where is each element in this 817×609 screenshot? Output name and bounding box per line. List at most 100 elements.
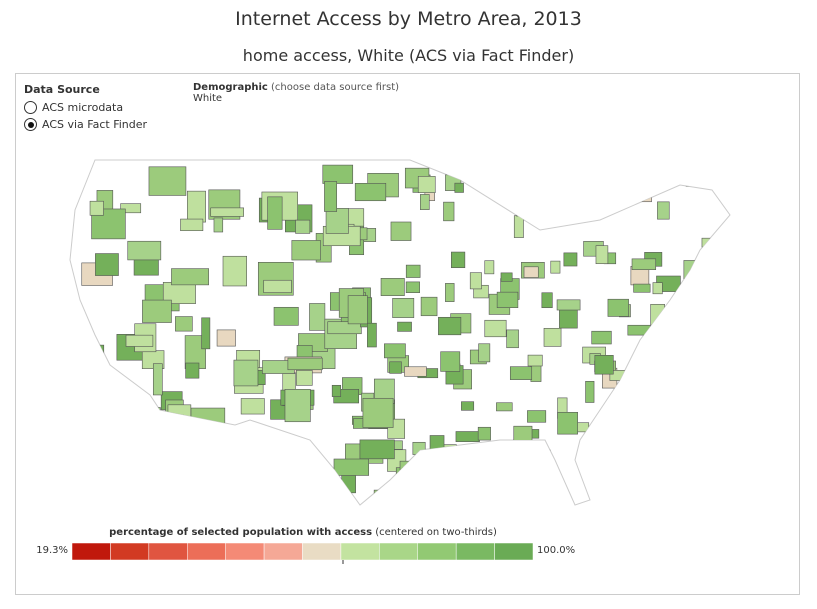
metro-area <box>556 299 581 311</box>
metro-area <box>500 272 513 282</box>
metro-area <box>380 278 405 296</box>
metro-area <box>166 492 177 505</box>
metro-area <box>136 407 161 442</box>
metro-area <box>657 383 676 397</box>
metro-area <box>484 260 495 275</box>
metro-area <box>451 251 466 269</box>
metro-area <box>704 312 723 331</box>
radio[interactable] <box>24 101 37 114</box>
control-value[interactable]: White <box>193 93 223 104</box>
metro-area <box>454 182 464 193</box>
metro-area <box>584 186 599 203</box>
legend-swatch <box>110 542 150 561</box>
data-source-control: Data Source ACS microdata ACS via Fact F… <box>24 83 147 133</box>
metro-area <box>87 411 117 440</box>
metro-area <box>127 240 162 261</box>
legend-swatch <box>71 542 111 561</box>
metro-area <box>622 376 644 396</box>
metro-area <box>272 473 304 500</box>
metro-area <box>440 351 461 372</box>
metro-area <box>309 303 326 331</box>
metro-area <box>607 474 623 494</box>
metro-area <box>679 298 698 315</box>
metro-area <box>607 484 631 505</box>
metro-area <box>359 439 395 460</box>
legend-swatch <box>417 542 457 561</box>
metro-area <box>285 460 301 489</box>
metro-area <box>477 426 491 441</box>
metro-area <box>509 366 533 380</box>
metro-area <box>543 327 562 347</box>
metro-area <box>222 255 248 287</box>
metro-area <box>624 376 640 397</box>
metro-area <box>412 441 426 455</box>
metro-area <box>95 253 119 276</box>
radio-option[interactable]: ACS microdata <box>24 99 147 116</box>
metro-area <box>607 298 629 317</box>
option-label[interactable]: ACS via Fact Finder <box>42 118 148 131</box>
metro-area <box>678 315 702 334</box>
metro-area <box>559 307 578 329</box>
metro-area <box>405 264 421 278</box>
metro-area <box>669 446 685 460</box>
legend-swatch <box>263 542 303 561</box>
metro-area <box>531 489 550 505</box>
subtitle: home access, White (ACS via Fact Finder) <box>242 46 575 65</box>
metro-area <box>390 221 412 241</box>
metro-area <box>373 489 407 502</box>
metro-area <box>475 166 498 179</box>
metro-area <box>180 218 204 232</box>
metro-area <box>606 459 616 481</box>
metro-area <box>389 361 402 374</box>
metro-area <box>395 467 417 486</box>
metro-area <box>420 296 438 317</box>
metro-area <box>595 245 609 265</box>
metro-area <box>470 483 495 494</box>
metro-area <box>273 306 299 326</box>
legend-swatch <box>187 542 226 561</box>
metro-area <box>685 168 710 187</box>
metro-area <box>610 398 620 419</box>
metro-area <box>445 283 455 302</box>
title: Internet Access by Metro Area, 2013 <box>235 8 582 30</box>
metro-area <box>449 480 460 493</box>
metro-area <box>284 388 311 423</box>
metro-area <box>591 330 612 345</box>
radio[interactable] <box>24 118 37 131</box>
metro-area <box>187 190 206 223</box>
metro-area <box>496 291 519 308</box>
metro-area <box>526 485 542 500</box>
metro-area <box>563 252 578 267</box>
legend-swatch <box>148 542 188 561</box>
metro-area <box>134 464 157 487</box>
legend-title: percentage of selected population with a… <box>72 527 534 538</box>
metro-area <box>633 283 651 293</box>
metro-area <box>461 401 475 411</box>
metro-area <box>405 487 426 500</box>
metro-area <box>229 436 252 468</box>
metro-area <box>613 395 623 414</box>
metro-area <box>686 334 697 350</box>
metro-area <box>89 200 104 216</box>
metro-area <box>594 355 614 375</box>
metro-area <box>429 435 445 456</box>
metro-area <box>598 191 616 213</box>
metro-area <box>240 398 265 415</box>
metro-area <box>120 203 142 214</box>
metro-area <box>541 292 553 309</box>
metro-area <box>523 266 539 278</box>
metro-area <box>657 201 670 220</box>
metro-area <box>213 217 224 233</box>
metro-area <box>455 431 480 442</box>
radio-option[interactable]: ACS via Fact Finder <box>24 116 147 133</box>
metro-area <box>557 411 578 435</box>
metro-area <box>538 449 551 461</box>
legend-max: 100.0% <box>537 545 576 556</box>
metro-area <box>627 324 651 336</box>
option-label[interactable]: ACS microdata <box>42 101 124 114</box>
metro-area <box>661 482 684 501</box>
metro-area <box>649 465 659 485</box>
metro-area <box>676 435 691 455</box>
metro-area <box>405 281 420 293</box>
metro-area <box>652 282 663 295</box>
